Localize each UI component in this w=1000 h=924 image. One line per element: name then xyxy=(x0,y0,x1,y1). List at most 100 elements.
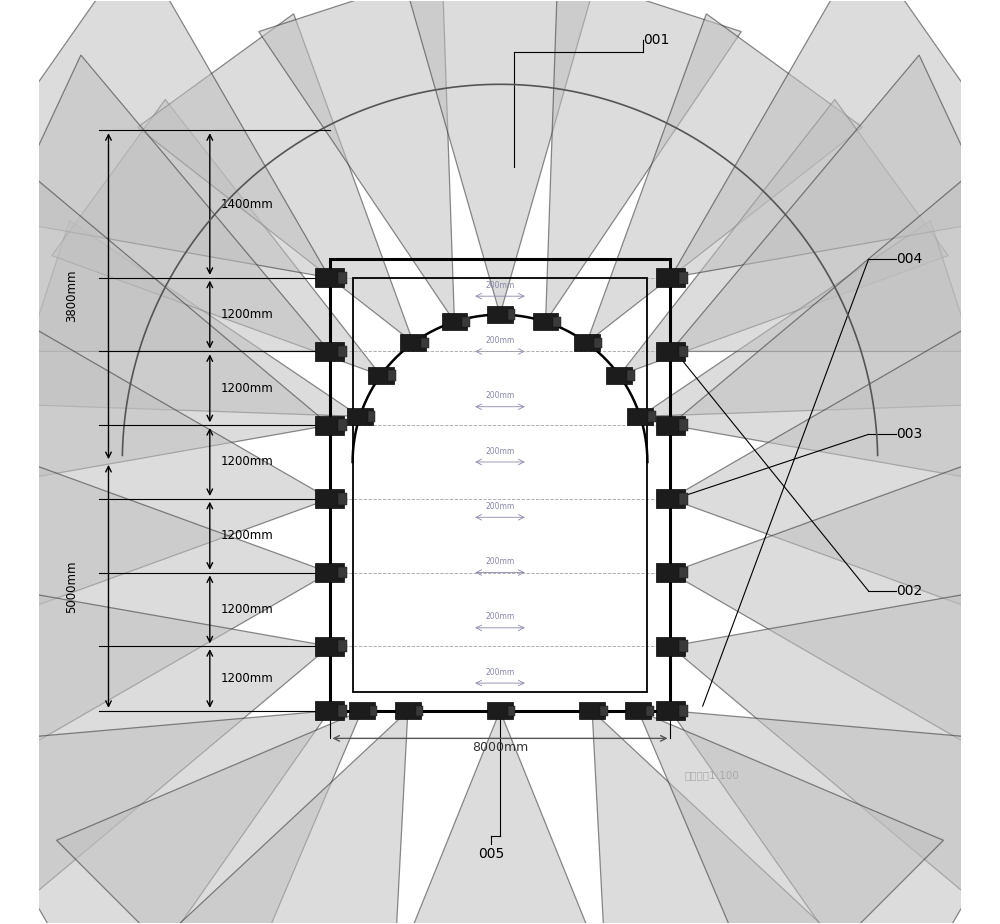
Polygon shape xyxy=(592,711,821,924)
Bar xyxy=(315,701,344,721)
Bar xyxy=(627,408,653,425)
Text: 200mm: 200mm xyxy=(485,336,515,345)
Bar xyxy=(338,272,347,284)
Text: 003: 003 xyxy=(896,428,922,442)
Text: 1200mm: 1200mm xyxy=(221,529,274,542)
Polygon shape xyxy=(0,306,330,631)
Bar xyxy=(338,566,347,578)
Bar xyxy=(594,337,602,348)
Text: 1200mm: 1200mm xyxy=(221,672,274,685)
Bar xyxy=(442,313,467,330)
Bar xyxy=(400,334,426,351)
Text: 5000mm: 5000mm xyxy=(65,560,78,613)
Bar xyxy=(606,367,632,383)
Bar xyxy=(656,342,685,361)
Bar xyxy=(338,419,347,432)
Text: 1200mm: 1200mm xyxy=(221,308,274,322)
Bar xyxy=(533,313,558,330)
Text: 200mm: 200mm xyxy=(485,557,515,566)
Text: 200mm: 200mm xyxy=(485,446,515,456)
Polygon shape xyxy=(670,440,1000,766)
Text: 200mm: 200mm xyxy=(485,391,515,400)
Bar xyxy=(553,317,561,327)
Polygon shape xyxy=(670,711,1000,924)
Bar xyxy=(338,705,347,717)
Polygon shape xyxy=(369,711,631,924)
Text: 002: 002 xyxy=(896,584,922,598)
Bar xyxy=(679,346,688,358)
Bar xyxy=(338,492,347,505)
Bar xyxy=(368,411,375,421)
Bar xyxy=(315,637,344,656)
Text: 8000mm: 8000mm xyxy=(472,741,528,754)
Polygon shape xyxy=(619,100,948,375)
Polygon shape xyxy=(0,711,330,924)
Polygon shape xyxy=(670,579,1000,895)
Text: 004: 004 xyxy=(896,252,922,266)
Bar xyxy=(656,490,685,508)
Bar xyxy=(625,702,651,719)
Bar xyxy=(656,563,685,582)
Bar xyxy=(679,640,688,652)
Text: 200mm: 200mm xyxy=(485,613,515,621)
Bar xyxy=(679,492,688,505)
Polygon shape xyxy=(640,221,990,417)
Bar xyxy=(656,268,685,287)
Bar xyxy=(338,640,347,652)
Bar xyxy=(487,702,513,719)
Text: 200mm: 200mm xyxy=(485,502,515,511)
Bar xyxy=(508,310,515,320)
Bar xyxy=(315,268,344,287)
Bar xyxy=(656,701,685,721)
Text: 比例尺：1:100: 比例尺：1:100 xyxy=(684,771,739,780)
Bar xyxy=(315,342,344,361)
Polygon shape xyxy=(670,176,1000,492)
Bar xyxy=(315,490,344,508)
Bar xyxy=(656,416,685,434)
Bar xyxy=(487,306,513,323)
Polygon shape xyxy=(587,14,862,343)
Bar xyxy=(462,317,470,327)
Polygon shape xyxy=(0,579,330,895)
Polygon shape xyxy=(0,176,330,492)
Polygon shape xyxy=(138,14,413,343)
Polygon shape xyxy=(404,0,596,314)
Bar xyxy=(388,371,396,381)
Text: 001: 001 xyxy=(643,33,669,47)
Bar xyxy=(656,637,685,656)
Bar xyxy=(347,408,373,425)
Polygon shape xyxy=(670,0,1000,278)
Bar xyxy=(353,278,647,692)
Bar xyxy=(679,419,688,432)
Bar xyxy=(315,563,344,582)
Text: 1400mm: 1400mm xyxy=(221,198,274,211)
Text: 200mm: 200mm xyxy=(485,281,515,290)
Polygon shape xyxy=(259,0,454,322)
Bar xyxy=(416,706,423,716)
Polygon shape xyxy=(638,711,943,924)
Bar xyxy=(679,705,688,717)
Text: 1200mm: 1200mm xyxy=(221,602,274,616)
Polygon shape xyxy=(670,55,1000,351)
Text: 005: 005 xyxy=(478,846,504,860)
Polygon shape xyxy=(0,440,330,766)
Bar xyxy=(574,334,600,351)
Bar xyxy=(338,346,347,358)
Polygon shape xyxy=(52,100,381,375)
Polygon shape xyxy=(10,221,360,417)
Text: 200mm: 200mm xyxy=(485,668,515,676)
Bar xyxy=(395,702,421,719)
Bar xyxy=(315,416,344,434)
Polygon shape xyxy=(546,0,741,322)
Polygon shape xyxy=(179,711,408,924)
Bar xyxy=(368,367,394,383)
Polygon shape xyxy=(670,306,1000,631)
Bar xyxy=(646,706,654,716)
Text: 1200mm: 1200mm xyxy=(221,382,274,395)
Bar xyxy=(600,706,608,716)
Text: 1200mm: 1200mm xyxy=(221,456,274,468)
Bar xyxy=(648,411,656,421)
Bar xyxy=(679,566,688,578)
Polygon shape xyxy=(0,55,330,351)
Bar xyxy=(349,702,375,719)
